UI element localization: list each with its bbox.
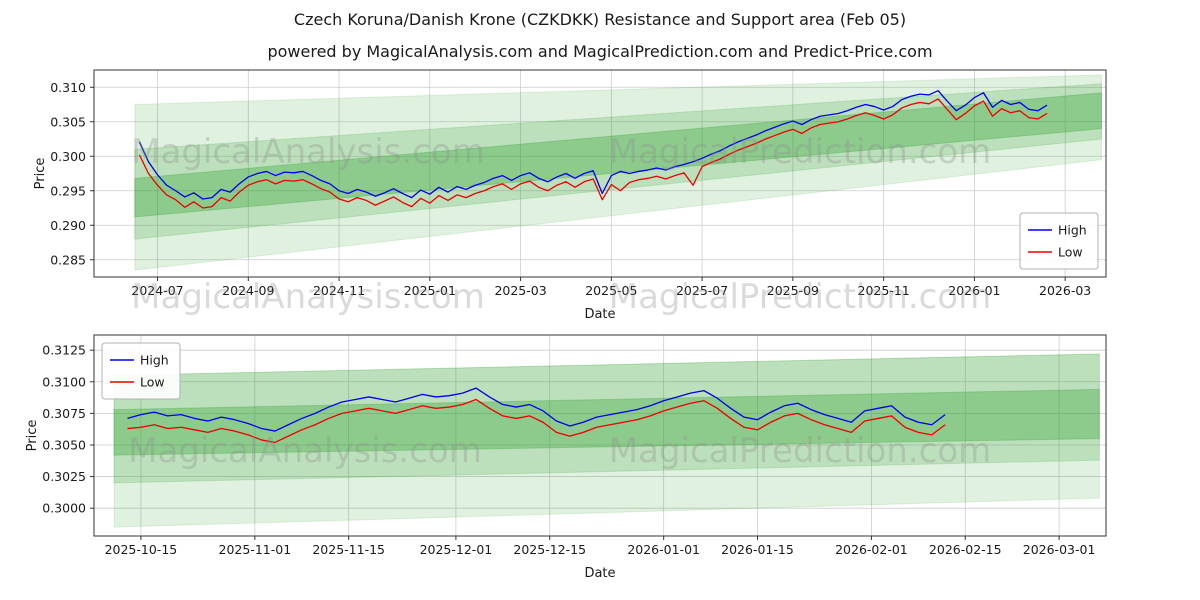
watermark-text: MagicalAnalysis.com [131,277,485,317]
chart-overview: 2024-07 2024-09 2024-11 2025-01 2025-03 2025-… [33,69,1107,322]
x-axis-label: Date [584,566,615,581]
y-axis-label: Price [33,158,48,190]
x-tick-label: 2026-02-15 [929,542,1002,557]
x-tick-label: 2025-10-15 [105,542,178,557]
figure-title: Czech Koruna/Danish Krone (CZKDKK) Resis… [294,10,906,29]
x-tick-label: 2026-01 [948,283,1000,298]
x-tick-label: 2025-12-15 [513,542,586,557]
series-high-line [138,90,1048,200]
y-tick-label: 0.3050 [42,437,86,452]
watermark-text: MagicalAnalysis.com [128,431,482,471]
legend-label: Low [140,375,165,390]
legend-label: High [1058,223,1087,238]
x-tick-label: 2025-09 [767,283,819,298]
legend-label: Low [1058,245,1083,260]
x-tick-label: 2025-03 [494,283,546,298]
x-tick-label: 2025-12-01 [420,542,493,557]
x-tick-label: 2026-02-01 [835,542,908,557]
plot-border [93,334,1107,537]
x-tick-label: 2025-11 [858,283,910,298]
support-resistance-band [113,388,1100,456]
y-tick-label: 0.305 [50,114,86,129]
support-resistance-band [134,83,1102,240]
watermarks-group: MagicalAnalysis.com MagicalPrediction.com… [128,132,991,471]
plot-border [93,69,1107,278]
legend: High Low [1019,212,1099,270]
y-tick-label: 0.3125 [42,343,86,358]
series-low-line [127,398,946,444]
x-tick-label: 2026-03 [1039,283,1091,298]
y-tick-label: 0.310 [50,80,86,95]
y-tick-label: 0.290 [50,218,86,233]
x-tick-label: 2024-11 [313,283,365,298]
legend-label: High [140,353,169,368]
figure-subtitle: powered by MagicalAnalysis.com and Magic… [267,42,932,61]
x-tick-label: 2026-01-15 [721,542,794,557]
support-resistance-band [113,353,1100,528]
x-tick-label: 2025-11-15 [312,542,385,557]
x-tick-label: 2024-07 [131,283,183,298]
y-tick-label: 0.3000 [42,501,86,516]
legend-box [1019,212,1099,270]
y-tick-label: 0.3100 [42,374,86,389]
support-resistance-band [113,353,1100,484]
x-tick-label: 2024-09 [222,283,274,298]
watermark-text: MagicalPrediction.com [609,277,992,317]
charts-group: 2024-07 2024-09 2024-11 2025-01 2025-03 2025-… [25,69,1107,581]
y-axis-label: Price [25,420,40,452]
legend: High Low [101,342,181,400]
legend-box [101,342,181,400]
x-tick-label: 2025-07 [676,283,728,298]
support-resistance-band [134,92,1102,218]
series-low-line [138,98,1048,209]
y-tick-label: 0.285 [50,252,86,267]
series-high-line [127,387,946,432]
x-axis-label: Date [584,307,615,322]
y-tick-label: 0.3075 [42,406,86,421]
y-tick-label: 0.3025 [42,469,86,484]
chart-zoom: 2025-10-15 2025-11-01 2025-11-15 2025-12-01… [25,334,1107,581]
watermark-text: MagicalPrediction.com [609,431,992,471]
y-tick-label: 0.300 [50,149,86,164]
x-tick-label: 2025-05 [585,283,637,298]
x-tick-label: 2026-03-01 [1023,542,1096,557]
x-tick-label: 2025-01 [404,283,456,298]
x-tick-label: 2025-11-01 [219,542,292,557]
watermark-text: MagicalPrediction.com [609,132,992,172]
watermark-text: MagicalAnalysis.com [131,132,485,172]
y-tick-label: 0.295 [50,183,86,198]
x-tick-label: 2026-01-01 [627,542,700,557]
